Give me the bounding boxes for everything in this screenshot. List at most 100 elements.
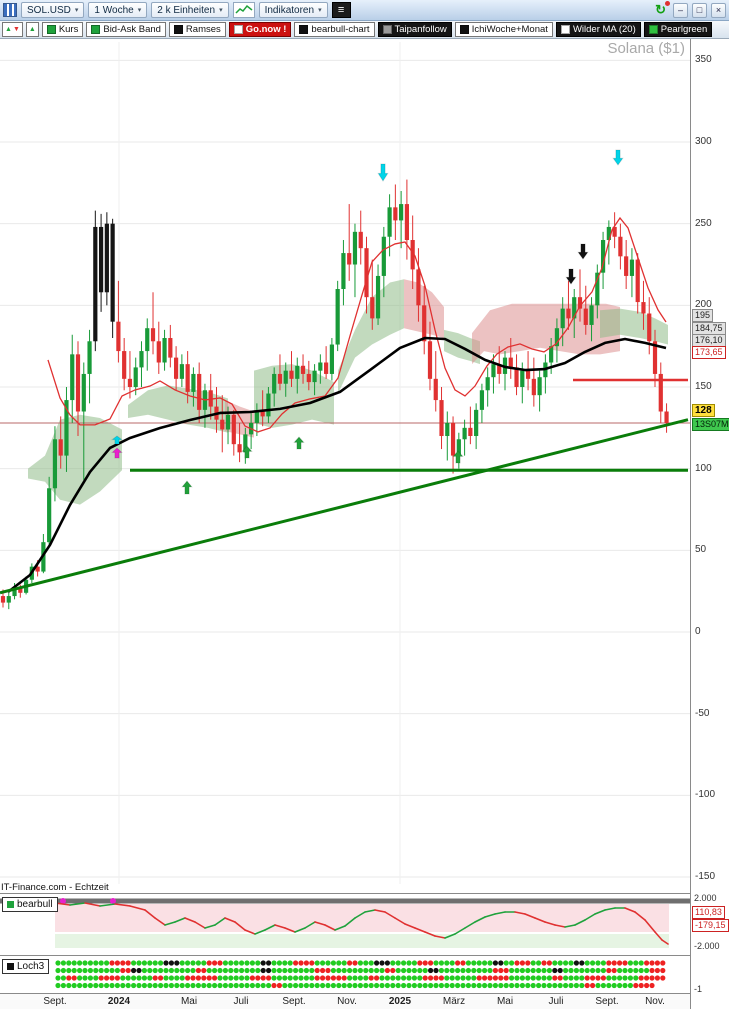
main-chart-svg[interactable]: [0, 39, 690, 893]
price-axis[interactable]: 350 300 250 200 150 100 50 0 -50 -100 -150 195 184,7…: [690, 39, 729, 1009]
legend-chip-go-now-[interactable]: Go.now !: [228, 22, 292, 37]
legend-chip-pearlgreen[interactable]: Pearlgreen: [643, 22, 713, 37]
time-axis-label: Juli: [548, 996, 564, 1007]
main-toolbar: SOL.USD ▾ 1 Woche ▾ 2 k Einheiten ▾ Indi…: [0, 0, 729, 21]
data-source-label: IT-Finance.com - Echtzeit: [1, 882, 109, 893]
legend-chip-bearbull-chart[interactable]: bearbull-chart: [294, 22, 375, 37]
legend-color-icon: [91, 25, 101, 34]
bearbull-panel[interactable]: bearbull: [0, 893, 690, 955]
signal-toggle-icon-button-1[interactable]: ▲ ▼: [2, 22, 23, 37]
legend-color-icon: [648, 25, 658, 34]
chevron-down-icon: ▾: [219, 7, 223, 14]
legend-color-icon: [382, 25, 392, 34]
legend-chip-label: Kurs: [58, 24, 79, 35]
time-axis-label: Nov.: [337, 996, 357, 1007]
time-axis-label: Nov.: [645, 996, 665, 1007]
legend-chip-ichiwoche-monat[interactable]: IchiWoche+Monat: [454, 22, 553, 37]
chart-watermark: Solana ($1): [607, 40, 685, 57]
timeframe-label: 1 Woche: [94, 4, 134, 16]
time-axis-label: 2024: [107, 996, 131, 1007]
time-axis-label: Sept.: [282, 996, 306, 1007]
legend-color-icon: [560, 25, 570, 34]
price-tick-label: 150: [695, 381, 712, 392]
symbol-dropdown[interactable]: SOL.USD ▾: [21, 2, 85, 18]
legend-color-icon: [299, 25, 309, 34]
price-tag: 195: [692, 309, 714, 322]
signal-toggle-icon-button-2[interactable]: ▲: [25, 22, 39, 37]
loch3-label-chip[interactable]: Loch3: [2, 959, 50, 974]
bearbull-label-chip[interactable]: bearbull: [2, 897, 58, 912]
time-axis[interactable]: Sept. 2024 Mai Juli Sept. Nov. 2025 März Mai Juli…: [0, 993, 690, 1009]
legend-chip-label: Wilder MA (20): [572, 24, 636, 35]
time-axis-label: Sept.: [43, 996, 67, 1007]
chevron-down-icon: ▾: [318, 7, 322, 14]
legend-chip-bid-ask-band[interactable]: Bid-Ask Band: [86, 22, 166, 37]
refresh-icon[interactable]: ↻: [655, 1, 670, 17]
bearbull-level-label: 2.000: [694, 893, 717, 903]
legend-chip-label: Ramses: [185, 24, 221, 35]
units-dropdown[interactable]: 2 k Einheiten ▾: [151, 2, 229, 18]
chart-area[interactable]: Solana ($1) IT-Finance.com - Echtzeit: [0, 39, 690, 893]
time-axis-label: 2025: [388, 996, 412, 1007]
legend-chip-label: Go.now !: [245, 24, 287, 35]
legend-chip-label: Bid-Ask Band: [103, 24, 161, 35]
legend-chip-label: bearbull-chart: [311, 24, 370, 35]
legend-chip-kurs[interactable]: Kurs: [41, 22, 84, 37]
price-tag: 128: [692, 404, 715, 417]
legend-chip-label: IchiWoche+Monat: [471, 24, 548, 35]
chevron-down-icon: ▾: [137, 7, 142, 14]
loch3-axis-label: -1: [694, 984, 703, 994]
indicators-label: Indikatoren: [264, 4, 315, 16]
legend-color-icon: [46, 25, 56, 34]
maximize-button[interactable]: □: [692, 2, 707, 18]
legend-chip-taipanfollow[interactable]: Taipanfollow: [377, 22, 452, 37]
arrow-icon: ▲: [5, 26, 12, 33]
price-tick-label: 250: [695, 217, 712, 229]
legend-chip-label: Pearlgreen: [660, 24, 708, 35]
loch3-svg: [55, 960, 666, 989]
minimize-button[interactable]: –: [673, 2, 688, 18]
symbol-label: SOL.USD: [27, 4, 71, 16]
price-tag: 173,65: [692, 346, 726, 359]
close-button[interactable]: ×: [711, 2, 726, 18]
price-tick-label: 350: [695, 54, 712, 66]
price-tick-label: -150: [695, 870, 716, 882]
bearbull-level-label: -2.000: [694, 941, 720, 951]
legend-color-icon: [459, 25, 469, 34]
time-axis-label: Mai: [496, 996, 514, 1007]
price-tag: 13S07M: [692, 418, 729, 431]
indicators-dropdown[interactable]: Indikatoren ▾: [258, 2, 328, 18]
legend-chip-wilder-ma-20-[interactable]: Wilder MA (20): [555, 22, 641, 37]
units-label: 2 k Einheiten: [157, 4, 216, 16]
indicator-legend-bar: ▲ ▼ ▲ Kurs Bid-Ask Band Ramses Go.now ! bearbul…: [0, 21, 729, 39]
app-icon: [3, 3, 17, 17]
legend-color-icon: [233, 25, 243, 34]
price-tick-label: -100: [695, 789, 716, 801]
chevron-down-icon: ▾: [74, 7, 79, 14]
time-axis-label: März: [442, 996, 466, 1007]
loch3-label: Loch3: [17, 961, 45, 972]
loch3-icon: [7, 963, 14, 970]
legend-color-icon: [173, 25, 183, 34]
price-tick-label: 0: [695, 626, 701, 637]
loch3-panel[interactable]: Loch3: [0, 955, 690, 993]
legend-chip-label: Taipanfollow: [394, 24, 447, 35]
bearbull-icon: [7, 901, 14, 908]
time-axis-label: Mai: [180, 996, 198, 1007]
arrow-icon: ▼: [12, 26, 20, 33]
price-tick-label: 300: [695, 136, 712, 147]
layers-button[interactable]: ≡: [331, 2, 351, 18]
price-tick-label: 200: [695, 299, 712, 311]
legend-chip-ramses[interactable]: Ramses: [168, 22, 226, 37]
bearbull-value-tag: 110,83: [692, 906, 725, 919]
indicator-chart-icon: [232, 2, 255, 18]
arrow-icon: ▲: [28, 26, 36, 33]
time-axis-label: Sept.: [595, 996, 619, 1007]
timeframe-dropdown[interactable]: 1 Woche ▾: [88, 2, 148, 18]
bearbull-svg: [0, 898, 690, 948]
price-tick-label: 50: [695, 544, 707, 556]
price-tick-label: -50: [695, 707, 710, 719]
bearbull-value-tag: -179,15: [692, 919, 729, 932]
time-axis-label: Juli: [233, 996, 249, 1007]
